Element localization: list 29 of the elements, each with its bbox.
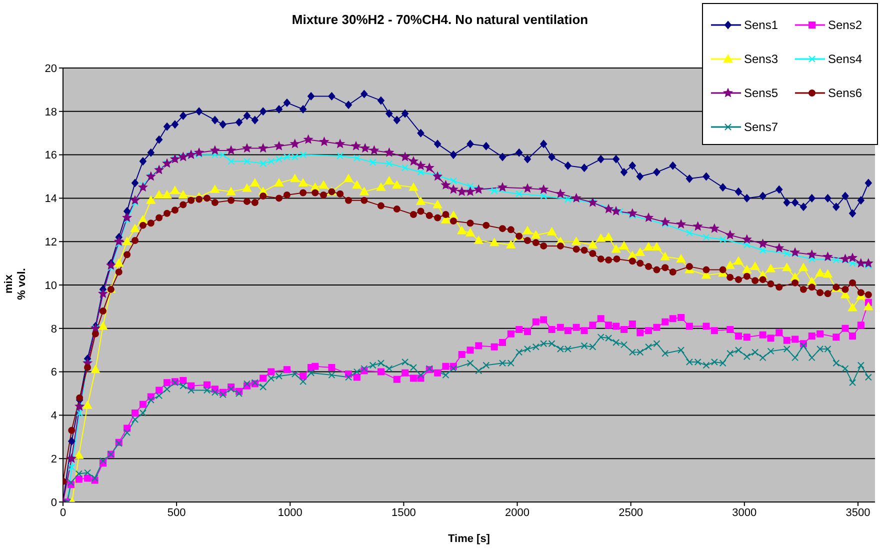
y-tick-label: 4 [50, 410, 57, 422]
legend-label: Sens5 [744, 86, 778, 100]
legend-label: Sens7 [744, 120, 778, 134]
y-tick-label: 14 [44, 193, 57, 206]
y-tick-label: 8 [50, 323, 57, 336]
y-axis-title: mix % vol. [3, 267, 29, 302]
x-tick-label: 1500 [391, 506, 416, 519]
legend-label: Sens2 [828, 18, 862, 32]
x-tick-label: 0 [60, 506, 66, 519]
legend-label: Sens3 [744, 52, 778, 66]
x-tick-label: 3500 [846, 506, 870, 519]
x-axis-title: Time [s] [447, 533, 491, 545]
x-tick-label: 500 [167, 506, 186, 519]
y-tick-label: 20 [44, 62, 57, 75]
y-tick-label: 10 [44, 280, 57, 292]
legend-label: Sens4 [828, 52, 862, 66]
y-tick-label: 16 [44, 150, 57, 162]
x-tick-label: 1000 [278, 506, 302, 519]
x-tick-label: 2000 [505, 506, 530, 519]
x-tick-label: 2500 [618, 506, 644, 519]
legend-label: Sens6 [828, 86, 862, 100]
y-tick-label: 0 [50, 496, 57, 509]
y-tick-label: 18 [44, 106, 57, 118]
y-tick-label: 6 [50, 366, 57, 379]
x-tick-label: 3000 [732, 506, 757, 519]
chart-title: Mixture 30%H2 - 70%CH4. No natural ventilation [292, 12, 588, 27]
y-tick-label: 12 [44, 236, 57, 249]
legend-label: Sens1 [744, 18, 778, 32]
y-tick-label: 2 [50, 454, 57, 466]
